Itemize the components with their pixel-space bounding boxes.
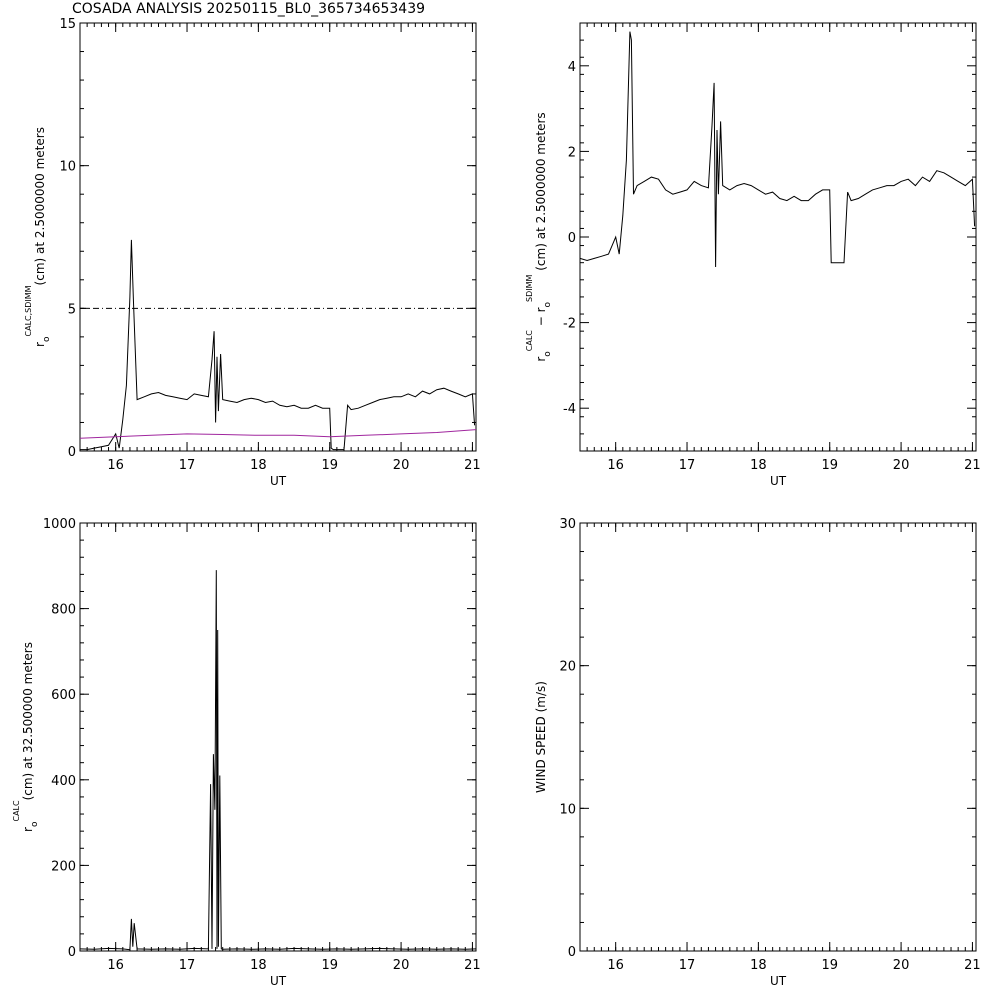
y-tick-label: 600	[51, 688, 76, 703]
x-tick-label: 16	[607, 458, 624, 473]
x-tick-label: 18	[250, 958, 267, 973]
x-tick-label: 19	[821, 458, 838, 473]
y-tick-label: 0	[68, 945, 76, 960]
x-tick-label: 20	[393, 958, 410, 973]
x-axis-title: UT	[770, 974, 787, 988]
y-axis-title-part: r	[534, 357, 548, 362]
y-axis-title-part: o	[30, 821, 40, 827]
y-axis-title-part: CALC	[525, 330, 534, 352]
x-tick-label: 19	[321, 958, 338, 973]
y-tick-label: 0	[68, 445, 76, 460]
y-tick-label: 800	[51, 603, 76, 618]
x-tick-label: 17	[179, 958, 196, 973]
x-tick-label: 21	[464, 958, 481, 973]
y-axis-title-part: o	[42, 336, 52, 342]
y-axis-title: ro CALC(cm) at 32.500000 meters	[12, 642, 40, 832]
x-tick-label: 19	[321, 458, 338, 473]
ro-sdimm-panel: 16 17 18 19 20 21 0 5 10 15 UT ro CALC,SDIMM(cm) at …	[24, 17, 481, 488]
x-axis-title: UT	[770, 474, 787, 488]
series-line-primary	[79, 570, 477, 951]
y-axis-title-part: (cm) at 2.5000000 meters	[33, 127, 47, 285]
x-tick-label: 16	[107, 458, 124, 473]
y-axis-title-part: − r	[534, 307, 548, 330]
x-tick-label: 21	[964, 458, 981, 473]
plot-frame	[579, 22, 977, 452]
x-tick-label: 16	[607, 958, 624, 973]
y-tick-label: -4	[563, 402, 576, 417]
page-title: COSADA ANALYSIS 20250115_BL0_36573465343…	[72, 1, 426, 17]
y-axis-title-part: o	[543, 351, 553, 357]
y-axis-title-part: r	[33, 342, 47, 347]
y-axis-title-part: SDIMM	[525, 274, 534, 302]
plot-frame	[79, 22, 477, 452]
y-axis-title: WIND SPEED (m/s)	[534, 681, 548, 793]
x-tick-label: 18	[250, 458, 267, 473]
series-line-primary	[579, 31, 976, 268]
x-tick-label: 18	[750, 958, 767, 973]
x-tick-label: 19	[821, 958, 838, 973]
y-tick-label: 20	[559, 660, 576, 675]
y-axis-title: ro CALC,SDIMM(cm) at 2.5000000 meters	[24, 127, 52, 347]
x-tick-label: 21	[964, 958, 981, 973]
series-line-primary	[80, 239, 476, 451]
y-axis-title-part: o	[543, 301, 553, 307]
y-tick-label: 10	[559, 802, 576, 817]
x-tick-label: 16	[107, 958, 124, 973]
y-axis-title-part: CALC	[12, 800, 21, 822]
y-tick-label: 4	[568, 60, 576, 75]
x-axis-title: UT	[270, 974, 287, 988]
plot-frame	[579, 522, 977, 952]
y-axis-title-part: (cm) at 2.5000000 meters	[534, 112, 548, 274]
y-tick-label: 1000	[43, 517, 76, 532]
y-tick-label: 30	[559, 517, 576, 532]
plot-frame	[79, 522, 477, 952]
y-tick-label: 15	[59, 17, 76, 32]
y-tick-label: 0	[568, 945, 576, 960]
x-tick-label: 18	[750, 458, 767, 473]
y-tick-label: 10	[59, 160, 76, 175]
wind-speed-panel: 16 17 18 19 20 21 0 10 20 30 UT WIND SPEED (m/s)	[534, 517, 981, 988]
x-tick-label: 21	[464, 458, 481, 473]
y-axis-title-part: r	[21, 827, 35, 832]
y-tick-label: 2	[568, 145, 576, 160]
x-axis-title: UT	[270, 474, 287, 488]
y-tick-label: 0	[568, 231, 576, 246]
x-tick-label: 20	[893, 958, 910, 973]
y-tick-label: 200	[51, 859, 76, 874]
x-tick-label: 20	[893, 458, 910, 473]
series-line-secondary	[79, 429, 477, 439]
y-tick-label: 5	[68, 302, 76, 317]
ro-calc-32m-panel: 16 17 18 19 20 21 0 200 400 600 800 1000 UT ro CALC(cm…	[12, 517, 481, 988]
y-axis-title-part: CALC,SDIMM	[24, 285, 33, 336]
x-tick-label: 20	[393, 458, 410, 473]
x-tick-label: 17	[679, 458, 696, 473]
x-tick-label: 17	[679, 958, 696, 973]
y-tick-label: -2	[563, 317, 576, 332]
y-axis-title-part: (cm) at 32.500000 meters	[21, 642, 35, 800]
y-axis-title: roCALC − roSDIMM (cm) at 2.5000000 meter…	[525, 112, 553, 361]
y-tick-label: 400	[51, 774, 76, 789]
x-tick-label: 17	[179, 458, 196, 473]
